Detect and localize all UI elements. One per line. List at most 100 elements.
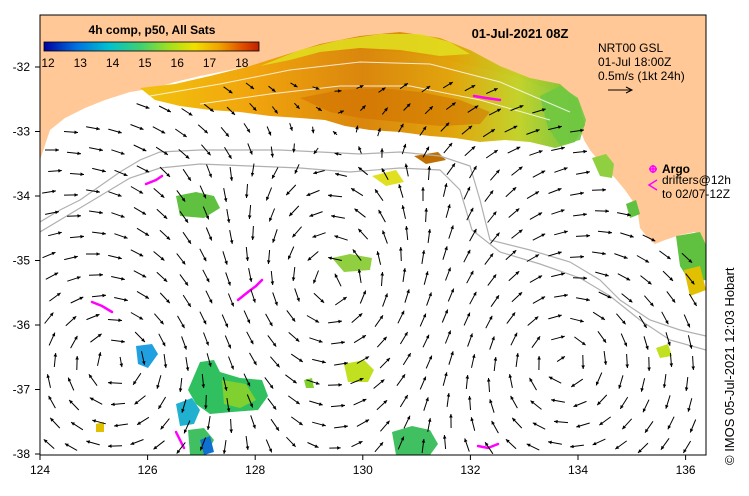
current-arrow-head bbox=[449, 414, 453, 418]
current-arrow-head bbox=[376, 251, 380, 255]
current-arrow-head bbox=[166, 236, 171, 240]
current-arrow-head bbox=[270, 281, 275, 285]
current-arrow-head bbox=[448, 142, 453, 147]
current-arrow-head bbox=[227, 344, 231, 349]
current-arrow-head bbox=[497, 108, 501, 113]
current-arrow-head bbox=[427, 418, 432, 422]
current-arrow-head bbox=[341, 340, 345, 345]
current-arrow-head bbox=[292, 379, 297, 384]
current-arrow-head bbox=[96, 189, 100, 194]
argo-drifter-tracks bbox=[90, 94, 502, 450]
colorbar-tick-17: 17 bbox=[203, 56, 217, 70]
current-arrow-head bbox=[178, 388, 183, 392]
current-arrow-head bbox=[362, 335, 366, 339]
current-arrow-head bbox=[163, 364, 168, 368]
current-arrow-head bbox=[142, 147, 147, 152]
current-arrow-head bbox=[526, 443, 531, 447]
current-arrow-head bbox=[203, 257, 207, 262]
current-arrow-head bbox=[313, 279, 317, 284]
current-arrow-head bbox=[529, 377, 533, 382]
current-arrow-head bbox=[643, 324, 647, 328]
current-arrow-head bbox=[293, 83, 298, 88]
current-arrow-head bbox=[447, 267, 451, 272]
current-arrow-head bbox=[206, 426, 211, 430]
current-arrow-head bbox=[495, 169, 500, 174]
current-vectors bbox=[42, 81, 698, 455]
current-arrow-head bbox=[535, 254, 540, 258]
current-arrow-head bbox=[306, 192, 311, 196]
current-arrow-head bbox=[425, 146, 429, 151]
colorbar-label: 4h comp, p50, All Sats bbox=[89, 23, 216, 37]
current-arrow-head bbox=[580, 191, 584, 196]
current-arrow-head bbox=[669, 363, 674, 367]
current-arrow-head bbox=[473, 228, 477, 233]
current-arrow-head bbox=[102, 169, 106, 173]
current-arrow-head bbox=[467, 396, 472, 400]
current-arrow-head bbox=[338, 319, 342, 324]
current-arrow-head bbox=[687, 407, 691, 412]
current-arrow-head bbox=[538, 275, 543, 279]
current-arrow-head bbox=[424, 208, 428, 212]
current-arrow-head bbox=[328, 256, 332, 260]
current-arrow-head bbox=[227, 281, 231, 286]
current-arrow-head bbox=[383, 400, 388, 404]
current-arrow-head bbox=[99, 148, 103, 152]
current-arrow-head bbox=[571, 383, 576, 387]
current-arrow-head bbox=[208, 173, 212, 178]
current-arrow-head bbox=[486, 378, 491, 382]
current-arrow-head bbox=[97, 333, 102, 338]
current-arrow-head bbox=[295, 337, 300, 342]
current-arrow-head bbox=[247, 215, 252, 219]
current-arrow-head bbox=[425, 334, 430, 339]
current-arrow-head bbox=[74, 130, 78, 135]
current-arrow-head bbox=[375, 189, 379, 194]
model-name: NRT00 GSL bbox=[598, 41, 663, 55]
current-arrow-head bbox=[473, 291, 477, 296]
current-arrow-head bbox=[645, 345, 649, 350]
current-arrow-head bbox=[622, 320, 626, 325]
current-arrow-head bbox=[269, 384, 274, 389]
current-arrow-head bbox=[335, 172, 339, 177]
current-arrow-head bbox=[118, 256, 122, 260]
current-arrow-head bbox=[311, 129, 315, 134]
current-arrow-head bbox=[470, 270, 474, 275]
current-arrow-head bbox=[450, 225, 454, 230]
current-arrow-head bbox=[268, 448, 272, 453]
current-arrow-head bbox=[693, 302, 697, 306]
current-arrow-head bbox=[292, 148, 296, 153]
current-arrow-head bbox=[351, 188, 355, 192]
argo-label: Argo bbox=[662, 162, 690, 176]
current-arrow-head bbox=[291, 277, 296, 281]
current-arrow-head bbox=[355, 125, 359, 130]
current-arrow-head bbox=[229, 429, 233, 433]
current-arrow-head bbox=[669, 277, 673, 281]
current-arrow-head bbox=[647, 280, 652, 285]
current-arrow-head bbox=[74, 193, 78, 197]
current-arrow-head bbox=[160, 425, 165, 430]
current-arrow-head bbox=[451, 102, 456, 106]
current-arrow-head bbox=[627, 212, 631, 217]
current-arrow-head bbox=[564, 293, 568, 298]
current-arrow-head bbox=[295, 400, 300, 405]
current-arrow-head bbox=[645, 259, 650, 263]
current-arrow-head bbox=[307, 256, 312, 261]
current-arrow-head bbox=[425, 271, 429, 276]
current-arrow-head bbox=[187, 303, 191, 307]
current-arrow-head bbox=[344, 361, 348, 366]
x-axis: 124 126 128 130 132 134 136 bbox=[30, 455, 696, 477]
current-arrow-head bbox=[519, 105, 524, 109]
current-arrow-head bbox=[362, 398, 367, 403]
current-arrow-head bbox=[576, 424, 581, 428]
current-arrow-head bbox=[580, 128, 584, 133]
current-arrow-head bbox=[468, 125, 473, 130]
sst-band-east bbox=[540, 86, 586, 145]
sst-band-north-edge bbox=[260, 34, 470, 66]
current-arrow-head bbox=[541, 233, 546, 237]
current-arrow-head bbox=[298, 358, 303, 362]
current-arrow-head bbox=[342, 297, 347, 301]
current-arrow-head bbox=[515, 353, 520, 357]
current-arrow-head bbox=[55, 210, 59, 215]
current-arrow-head bbox=[586, 170, 590, 175]
current-arrow-head bbox=[592, 441, 597, 446]
current-arrow-head bbox=[292, 233, 297, 238]
